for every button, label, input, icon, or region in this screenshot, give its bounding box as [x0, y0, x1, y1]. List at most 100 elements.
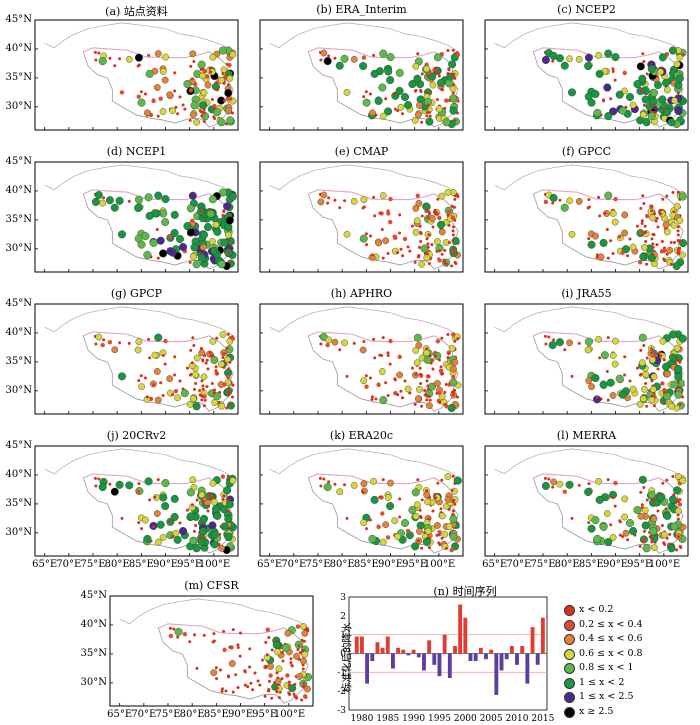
station-point [449, 85, 457, 93]
station-point [275, 671, 279, 675]
station-point [181, 387, 185, 391]
station-point [426, 74, 430, 78]
station-point [215, 88, 219, 92]
station-point [208, 195, 217, 204]
station-point [668, 495, 677, 504]
station-point [676, 229, 680, 233]
station-point [180, 389, 189, 398]
timeseries-chart: 3 2 1 0 -1 -2 -3 1980 1985 1990 1995 2000 2005 2010 20… [337, 593, 554, 724]
station-point [433, 494, 441, 502]
station-point [214, 666, 218, 670]
station-point [208, 350, 212, 354]
station-point [317, 198, 325, 206]
station-point [170, 210, 179, 219]
station-point [414, 372, 418, 376]
station-point [451, 225, 455, 229]
station-point [368, 518, 372, 522]
station-point [670, 221, 678, 229]
station-point [166, 375, 174, 383]
country-border [494, 448, 684, 479]
legend-label: 0.4 ≤ x < 0.6 [579, 633, 643, 644]
station-point [382, 237, 390, 245]
panel-title-b: (b) ERA_Interim [316, 3, 407, 16]
station-point [555, 54, 564, 63]
station-point [611, 67, 615, 71]
lat-label: 30°N [5, 242, 32, 254]
station-point [638, 359, 646, 367]
station-point [438, 400, 442, 404]
station-point [292, 692, 296, 696]
station-point [649, 356, 656, 364]
station-point [642, 544, 651, 553]
station-point [378, 83, 387, 92]
station-point [248, 647, 252, 651]
station-point [606, 336, 610, 340]
station-point [220, 474, 226, 479]
station-point [638, 544, 642, 548]
lon-label: 65°E [482, 559, 508, 570]
station-point [379, 112, 387, 120]
station-point [636, 400, 644, 408]
station-point [650, 237, 654, 241]
station-point [172, 627, 176, 631]
station-point [446, 209, 452, 215]
station-point [451, 542, 460, 551]
station-point [437, 390, 442, 396]
ts-bar [504, 653, 509, 660]
station-point [412, 62, 420, 70]
station-point [416, 95, 425, 104]
station-point [676, 190, 680, 194]
ts-bar [354, 636, 359, 654]
station-point [401, 254, 405, 258]
station-point [229, 477, 237, 484]
station-point [677, 502, 683, 507]
station-point [654, 219, 658, 223]
station-point [168, 519, 172, 523]
station-point [450, 204, 454, 208]
station-point [433, 380, 441, 387]
plateau-northern-edge [308, 189, 435, 201]
country-border [269, 306, 459, 337]
station-point [228, 192, 237, 201]
lon-label: 80°E [329, 559, 355, 570]
station-point [381, 478, 385, 482]
station-point [425, 110, 429, 114]
station-point [188, 118, 192, 122]
station-point [416, 102, 423, 109]
station-point [676, 517, 680, 521]
station-point [208, 68, 216, 76]
station-point [281, 659, 285, 663]
station-point [274, 648, 281, 656]
ts-bar [370, 653, 375, 662]
station-point [674, 373, 683, 382]
station-point [213, 227, 222, 236]
station-point [221, 355, 225, 359]
station-point [447, 241, 451, 245]
lon-label: 85°E [128, 559, 154, 570]
station-point [451, 393, 455, 397]
station-point [636, 62, 645, 71]
station-point [210, 381, 214, 385]
station-point [191, 336, 195, 340]
station-point [563, 348, 567, 352]
station-point [134, 346, 142, 354]
station-point [380, 228, 384, 232]
station-point [200, 394, 204, 398]
ts-bar [489, 649, 494, 654]
station-point [204, 81, 212, 89]
station-point [679, 477, 687, 484]
station-point [629, 243, 637, 251]
station-point [611, 251, 615, 255]
lon-label: 100°E [273, 709, 306, 720]
station-point [609, 210, 617, 217]
map-m [109, 595, 314, 707]
station-point [451, 509, 455, 513]
station-point [185, 508, 189, 512]
station-point [656, 509, 660, 513]
station-point [426, 387, 430, 391]
ts-xtick-label: 2005 [480, 714, 503, 724]
station-point [592, 232, 599, 240]
station-point [660, 239, 664, 243]
station-point [280, 677, 284, 681]
station-point [665, 252, 669, 256]
